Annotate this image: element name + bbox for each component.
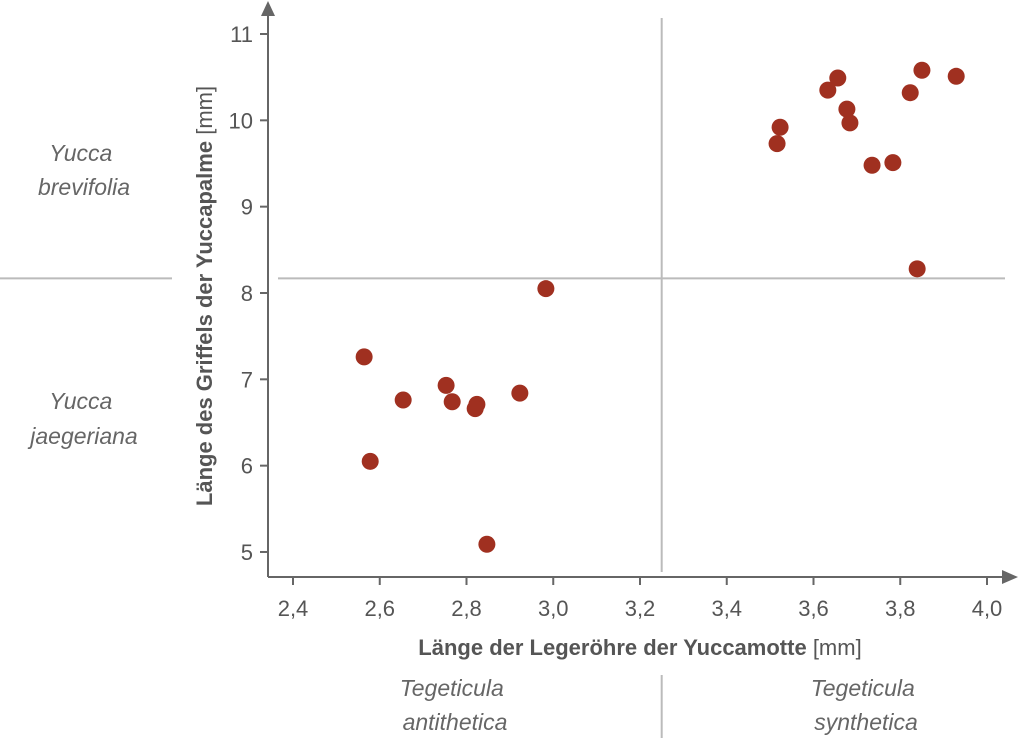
x-tick-label: 2,8: [451, 596, 482, 621]
y-axis-title-main: Länge des Griffels der Yuccapalme: [192, 141, 217, 506]
group-label-line: Tegeticula: [400, 675, 504, 701]
x-axis-title-unit: [mm]: [813, 635, 862, 660]
data-point: [394, 391, 412, 409]
x-tick-label: 2,4: [278, 596, 309, 621]
data-point: [947, 67, 965, 85]
x-tick-label: 3,6: [798, 596, 829, 621]
group-label-tegeticula-antithetica: Tegeticula antithetica: [400, 675, 510, 735]
y-tick-label: 9: [241, 195, 253, 220]
data-point: [819, 81, 837, 99]
x-tick-label: 3,8: [885, 596, 916, 621]
x-tick-label: 3,2: [625, 596, 656, 621]
data-point: [913, 61, 931, 79]
group-label-line: Tegeticula: [811, 675, 915, 701]
group-label-line: Yucca: [49, 388, 112, 414]
axes: [261, 1, 1018, 584]
group-label-line: antithetica: [403, 709, 508, 735]
data-point: [361, 452, 379, 470]
data-point: [768, 135, 786, 153]
group-label-line: synthetica: [814, 709, 918, 735]
data-points: [355, 61, 965, 553]
data-point: [771, 118, 789, 136]
data-point: [355, 348, 373, 366]
group-label-line: jaegeriana: [27, 423, 137, 449]
data-point: [443, 393, 461, 411]
x-tick-label: 4,0: [972, 596, 1003, 621]
x-tick-label: 3,4: [711, 596, 742, 621]
data-point: [838, 100, 856, 118]
x-axis-arrow-icon: [1002, 570, 1018, 584]
data-point: [863, 156, 881, 174]
data-point: [884, 154, 902, 172]
y-axis-title-unit: [mm]: [192, 86, 217, 135]
data-point: [478, 535, 496, 553]
data-point: [511, 384, 529, 402]
group-label-yucca-brevifolia: Yucca brevifolia: [38, 140, 130, 200]
group-label-tegeticula-synthetica: Tegeticula synthetica: [811, 675, 921, 735]
ticks: 2,4 2,6 2,8 3,0 3,2 3,4 3,6 3,8 4,0 5 6 7 8 9 10 11: [229, 22, 1003, 621]
data-point: [841, 114, 859, 132]
group-label-line: brevifolia: [38, 174, 130, 200]
data-point: [908, 260, 926, 278]
y-tick-label: 11: [230, 22, 253, 47]
y-tick-label: 5: [241, 540, 253, 565]
y-tick-label: 6: [241, 454, 253, 479]
group-label-yucca-jaegeriana: Yucca jaegeriana: [27, 388, 137, 449]
dividers: [0, 18, 1005, 738]
x-tick-label: 3,0: [538, 596, 569, 621]
data-point: [829, 69, 847, 87]
y-tick-label: 7: [241, 367, 253, 392]
data-point: [437, 376, 455, 394]
data-point: [901, 84, 919, 102]
group-label-line: Yucca: [49, 140, 112, 166]
x-axis-title: Länge der Legeröhre der Yuccamotte [mm]: [418, 635, 861, 660]
data-point: [466, 400, 484, 418]
y-axis-title: Länge des Griffels der Yuccapalme [mm]: [192, 86, 217, 506]
x-tick-label: 2,6: [364, 596, 395, 621]
data-point: [537, 280, 555, 298]
y-tick-label: 10: [229, 108, 253, 133]
y-tick-label: 8: [241, 281, 253, 306]
x-axis-title-main: Länge der Legeröhre der Yuccamotte: [418, 635, 806, 660]
y-axis-arrow-icon: [261, 1, 275, 16]
